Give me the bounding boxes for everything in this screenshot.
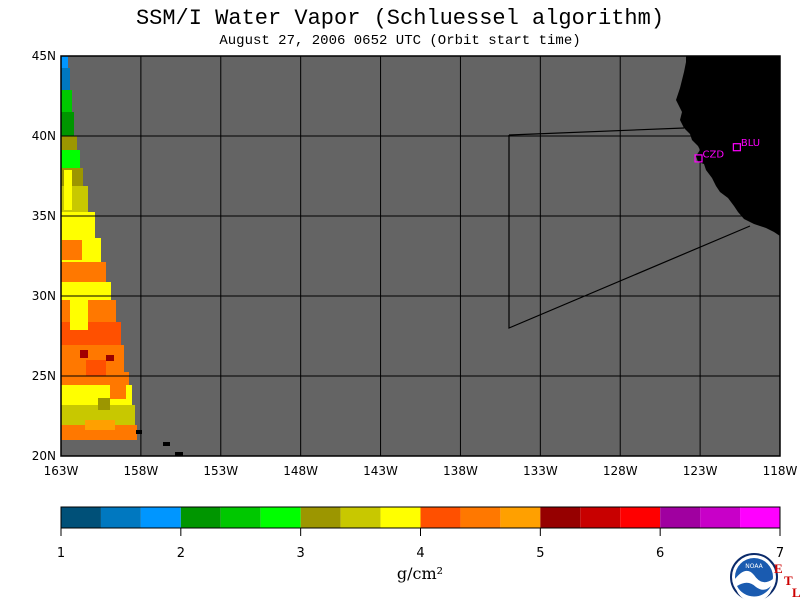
colorbar-swatch: [460, 507, 501, 528]
lon-tick-label: 123W: [683, 464, 718, 478]
region-outline-top: [508, 127, 685, 136]
etl-letter-t: T: [784, 573, 793, 588]
etl-letter-e: E: [774, 561, 783, 576]
colorbar-swatch: [260, 507, 301, 528]
colorbar-swatch: [61, 507, 101, 528]
colorbar-tick-label: 5: [536, 546, 544, 561]
hawaii-island-maui: [175, 452, 183, 456]
swath-patch-0: [64, 170, 72, 210]
station-marker: [694, 154, 703, 163]
north-america-coast: [676, 56, 780, 236]
map-subtitle: August 27, 2006 0652 UTC (Orbit start ti…: [219, 33, 581, 49]
colorbar-swatch: [740, 507, 780, 528]
swath-band-18: [61, 425, 137, 440]
land-mass: [136, 56, 780, 456]
no-data-background: [61, 56, 780, 456]
lon-tick-label: 153W: [203, 464, 238, 478]
swath-band-3: [61, 112, 74, 136]
colorbar-tick-label: 4: [416, 546, 424, 561]
swath-patch-8: [106, 355, 114, 361]
swath-patch-3: [86, 360, 106, 376]
colorbar-tick-label: 2: [177, 546, 185, 561]
lon-tick-label: 128W: [603, 464, 638, 478]
colorbar-swatch: [220, 507, 261, 528]
colorbar-swatch: [700, 507, 741, 528]
hawaii-island-oahu: [163, 442, 170, 446]
noaa-logo: NOAA: [730, 553, 778, 600]
colorbar-swatch: [620, 507, 661, 528]
lon-tick-label: 148W: [283, 464, 318, 478]
lon-tick-label: 143W: [363, 464, 398, 478]
station-marker: [732, 143, 741, 152]
swath-band-4: [61, 136, 77, 150]
swath-band-2: [61, 90, 72, 112]
colorbar-tick-label: 3: [297, 546, 305, 561]
colorbar-swatch: [180, 507, 221, 528]
swath-band-15: [61, 372, 129, 385]
lat-tick-label: 45N: [32, 49, 56, 63]
swath-band-0: [61, 56, 68, 68]
hawaii-island-kauai: [136, 430, 142, 434]
colorbar-swatch: [340, 507, 381, 528]
swath-band-5: [61, 150, 80, 168]
colorbar-tick-label: 7: [776, 546, 784, 561]
colorbar-swatch: [500, 507, 541, 528]
swath-patch-5: [110, 385, 126, 399]
map-title: SSM/I Water Vapor (Schluessel algorithm): [135, 6, 665, 31]
station-label: CZD: [703, 149, 725, 160]
colorbar-swatch: [380, 507, 421, 528]
swath-band-10: [61, 262, 106, 282]
colorbar: [60, 506, 781, 529]
lon-tick-label: 163W: [44, 464, 79, 478]
colorbar-tick-label: 6: [656, 546, 664, 561]
colorbar-swatch: [540, 507, 581, 528]
swath-patch-1: [62, 240, 82, 260]
lon-tick-label: 158W: [123, 464, 158, 478]
lon-tick-label: 118W: [763, 464, 798, 478]
colorbar-swatch: [100, 507, 141, 528]
swath-band-17: [61, 405, 135, 425]
lat-tick-label: 35N: [32, 209, 56, 223]
swath-patch-2: [70, 300, 88, 330]
colorbar-swatch: [580, 507, 621, 528]
colorbar-swatch: [660, 507, 701, 528]
swath-band-11: [61, 282, 111, 300]
colorbar-swatch: [420, 507, 461, 528]
lon-tick-label: 133W: [523, 464, 558, 478]
etl-letter-l: L: [792, 585, 800, 600]
swath-band-12: [61, 300, 116, 322]
swath-band-1: [61, 68, 70, 90]
map-frame: [60, 55, 781, 457]
colorbar-swatch: [140, 507, 181, 528]
swath-patch-4: [80, 350, 88, 358]
lat-tick-label: 30N: [32, 289, 56, 303]
station-label: BLU: [741, 138, 760, 149]
colorbar-units: g/cm²: [396, 564, 444, 583]
lon-tick-label: 138W: [443, 464, 478, 478]
longitude-tick-labels: 163W 158W 153W 148W 143W 138W 133W 128W 123W 118W: [44, 464, 798, 478]
colorbar-tick-label: 1: [57, 546, 65, 561]
swath-patch-7: [85, 420, 115, 430]
station-markers: CZD BLU: [694, 138, 760, 163]
svg-text:NOAA: NOAA: [745, 563, 763, 570]
lat-tick-label: 20N: [32, 449, 56, 463]
lat-tick-label: 40N: [32, 129, 56, 143]
colorbar-swatch: [300, 507, 341, 528]
latitude-tick-labels: 20N 25N 30N 35N 40N 45N: [32, 49, 56, 463]
region-outline: [508, 135, 751, 329]
colorbar-tick-labels: 1 2 3 4 5 6 7: [57, 528, 784, 561]
swath-patch-6: [98, 398, 110, 410]
lat-tick-label: 25N: [32, 369, 56, 383]
